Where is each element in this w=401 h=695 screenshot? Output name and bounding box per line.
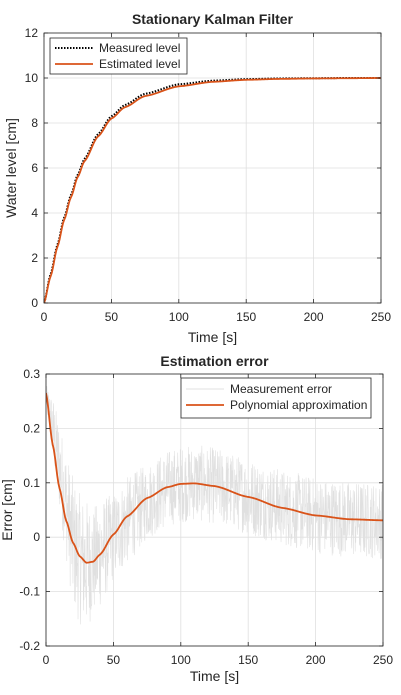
chart-title: Estimation error — [160, 353, 269, 369]
legend-box — [49, 37, 188, 75]
legend: Measurement error Polynomial approximatio… — [180, 377, 372, 419]
x-axis-label: Time [s] — [188, 329, 237, 345]
y-tick-label: 8 — [31, 116, 38, 130]
legend-box — [180, 377, 372, 419]
measurement-error-line — [46, 386, 383, 625]
x-axis-label: Time [s] — [190, 668, 239, 684]
x-tick-label: 100 — [169, 310, 189, 324]
x-tick-label: 0 — [43, 653, 50, 667]
x-tick-label: 0 — [41, 310, 48, 324]
chart-title: Stationary Kalman Filter — [132, 11, 294, 27]
x-tick-label: 50 — [105, 310, 119, 324]
y-tick-label: 0 — [31, 296, 38, 310]
chart-1: 0 50 100 150 200 250 0 2 4 6 8 10 12 Stationary Kalma… — [3, 11, 391, 345]
series-group — [46, 386, 383, 625]
y-axis-label: Error [cm] — [0, 479, 15, 540]
legend-label: Measurement error — [230, 382, 332, 396]
y-tick-label: 10 — [25, 71, 39, 85]
x-tick-label: 250 — [371, 310, 391, 324]
y-tick-label: 2 — [31, 251, 38, 265]
y-tick-label: -0.2 — [19, 639, 40, 653]
y-tick-label: 0.2 — [23, 421, 40, 435]
y-tick-label: 0.1 — [23, 476, 40, 490]
x-tick-label: 150 — [236, 310, 256, 324]
y-tick-label: 6 — [31, 161, 38, 175]
x-tick-label: 250 — [373, 653, 393, 667]
y-tick-label: 0.3 — [23, 367, 40, 381]
x-tick-label: 150 — [238, 653, 258, 667]
estimated-level-line — [44, 77, 381, 303]
y-tick-label: 0 — [33, 530, 40, 544]
y-axis-label: Water level [cm] — [3, 118, 19, 218]
polynomial-approximation-line — [46, 392, 383, 564]
x-tick-label: 100 — [171, 653, 191, 667]
y-tick-label: -0.1 — [19, 585, 40, 599]
legend-label: Estimated level — [99, 57, 180, 71]
legend-label: Measured level — [99, 41, 180, 55]
y-tick-label: 12 — [25, 26, 39, 40]
x-tick-label: 200 — [306, 653, 326, 667]
chart-2: 0 50 100 150 200 250 -0.2 -0.1 0 0.1 0.2 0.3 Estimat… — [0, 353, 393, 684]
x-tick-label: 200 — [304, 310, 324, 324]
x-tick-label: 50 — [107, 653, 121, 667]
legend-label: Polynomial approximation — [230, 398, 367, 412]
y-tick-label: 4 — [31, 206, 38, 220]
legend: Measured level Estimated level — [49, 37, 188, 75]
grid — [43, 32, 382, 304]
series-group — [44, 77, 381, 303]
axes-box — [45, 373, 384, 647]
